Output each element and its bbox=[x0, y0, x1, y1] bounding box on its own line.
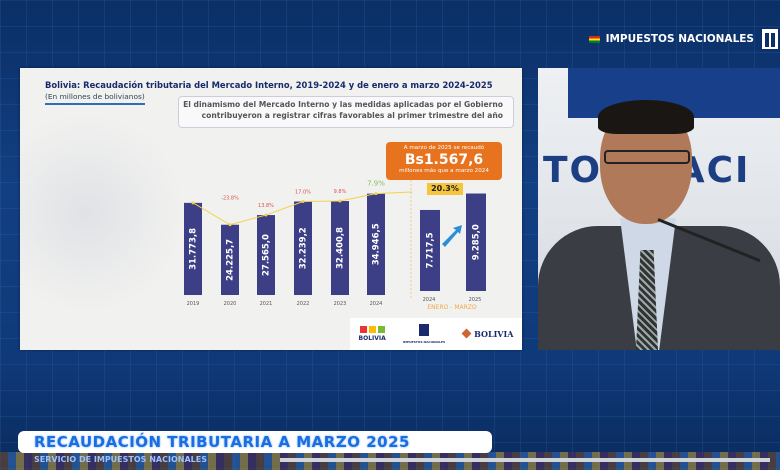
growth-arrow-icon bbox=[442, 225, 462, 247]
growth-label: 13.8% bbox=[258, 203, 274, 209]
quarter-bar-value-label: 9.285,0 bbox=[472, 224, 482, 260]
growth-label: 7.9% bbox=[367, 180, 385, 188]
bolivia-flag-icon bbox=[588, 35, 600, 43]
impuestos-nacionales-logo: IMPUESTOS NACIONALES bbox=[403, 323, 445, 345]
bar-2024 bbox=[367, 193, 385, 295]
growth-label: 9.8% bbox=[334, 189, 347, 195]
quarter-bar-2025 bbox=[466, 193, 486, 291]
growth-point bbox=[374, 192, 378, 196]
quarter-bar-value-label: 7.717,5 bbox=[426, 232, 436, 268]
banner-subtitle: SERVICIO DE IMPUESTOS NACIONALES bbox=[34, 455, 207, 464]
ticker-bar bbox=[280, 458, 770, 462]
quarter-x-tick-label: 2024 bbox=[423, 297, 436, 303]
callout-line-2: millones más que a marzo 2024 bbox=[399, 168, 489, 174]
quarter-x-tick-label: 2025 bbox=[469, 297, 482, 303]
brand-label: IMPUESTOS NACIONALES bbox=[605, 33, 754, 45]
banner-title: RECAUDACIÓN TRIBUTARIA A MARZO 2025 bbox=[34, 433, 410, 451]
chart-slide: Bolivia: Recaudación tributaria del Merc… bbox=[20, 68, 522, 350]
bar-value-label: 32.400,8 bbox=[336, 227, 346, 269]
chart-title: Bolivia: Recaudación tributaria del Merc… bbox=[45, 80, 493, 90]
growth-label: -23.8% bbox=[221, 196, 239, 202]
bar-2021 bbox=[257, 215, 275, 295]
bolivia-bicentenario-logo: BOLIVIA bbox=[359, 326, 386, 342]
bar-2023 bbox=[331, 201, 349, 295]
callout-box: A marzo de 2025 se recaudó Bs1.567,6 mil… bbox=[386, 142, 502, 180]
presenter-video: TOS NACI bbox=[538, 68, 780, 350]
x-tick-label: 2020 bbox=[224, 301, 237, 307]
x-tick-label: 2019 bbox=[187, 301, 200, 307]
growth-point bbox=[228, 223, 232, 227]
note-line-1: El dinamismo del Mercado Interno y las m… bbox=[183, 100, 503, 109]
growth-badge: 20.3% bbox=[427, 183, 463, 195]
x-tick-label: 2021 bbox=[260, 301, 273, 307]
bar-2022 bbox=[294, 201, 312, 295]
impuestos-logo-icon bbox=[760, 27, 780, 51]
bar-2020 bbox=[221, 224, 239, 295]
x-tick-label: 2023 bbox=[334, 301, 347, 307]
bar-value-label: 24.225,7 bbox=[226, 239, 236, 281]
growth-point bbox=[191, 201, 195, 205]
presenter-glasses bbox=[604, 150, 690, 164]
channel-brand: IMPUESTOS NACIONALES bbox=[588, 26, 780, 52]
callout-amount: Bs1.567,6 bbox=[404, 152, 484, 168]
bar-2019 bbox=[184, 202, 202, 295]
chart-subtitle: (En millones de bolivianos) bbox=[45, 92, 145, 105]
laptop-photo bbox=[20, 113, 185, 313]
callout-line-1: A marzo de 2025 se recaudó bbox=[403, 145, 485, 151]
estado-bolivia-logo: BOLIVIA bbox=[461, 328, 513, 339]
bar-chart: 31.773,8 2019 24.225,7 2020 -23.8% 27.565,0 20… bbox=[184, 148, 486, 311]
x-tick-label: 2024 bbox=[370, 301, 383, 307]
presenter-hair bbox=[598, 100, 694, 134]
x-tick-label: 2022 bbox=[297, 301, 310, 307]
bar-value-label: 31.773,8 bbox=[189, 228, 199, 270]
growth-label: 17.0% bbox=[295, 190, 311, 196]
footer-logos: BOLIVIA IMPUESTOS NACIONALES BOLIVIA bbox=[350, 318, 522, 350]
quarter-group-label: ENERO - MARZO bbox=[427, 304, 477, 311]
lower-third-banner bbox=[18, 431, 492, 453]
bar-value-label: 32.239,2 bbox=[299, 227, 309, 269]
growth-point bbox=[301, 200, 305, 204]
presenter-tie bbox=[636, 250, 658, 350]
growth-point bbox=[338, 199, 342, 203]
chart-note: El dinamismo del Mercado Interno y las m… bbox=[178, 96, 514, 128]
growth-point bbox=[264, 213, 268, 217]
bar-value-label: 34.946,5 bbox=[372, 223, 382, 265]
quarter-bar-2024 bbox=[420, 209, 440, 291]
bar-value-label: 27.565,0 bbox=[262, 234, 272, 276]
note-line-2: contribuyeron a registrar cifras favorab… bbox=[201, 111, 503, 120]
